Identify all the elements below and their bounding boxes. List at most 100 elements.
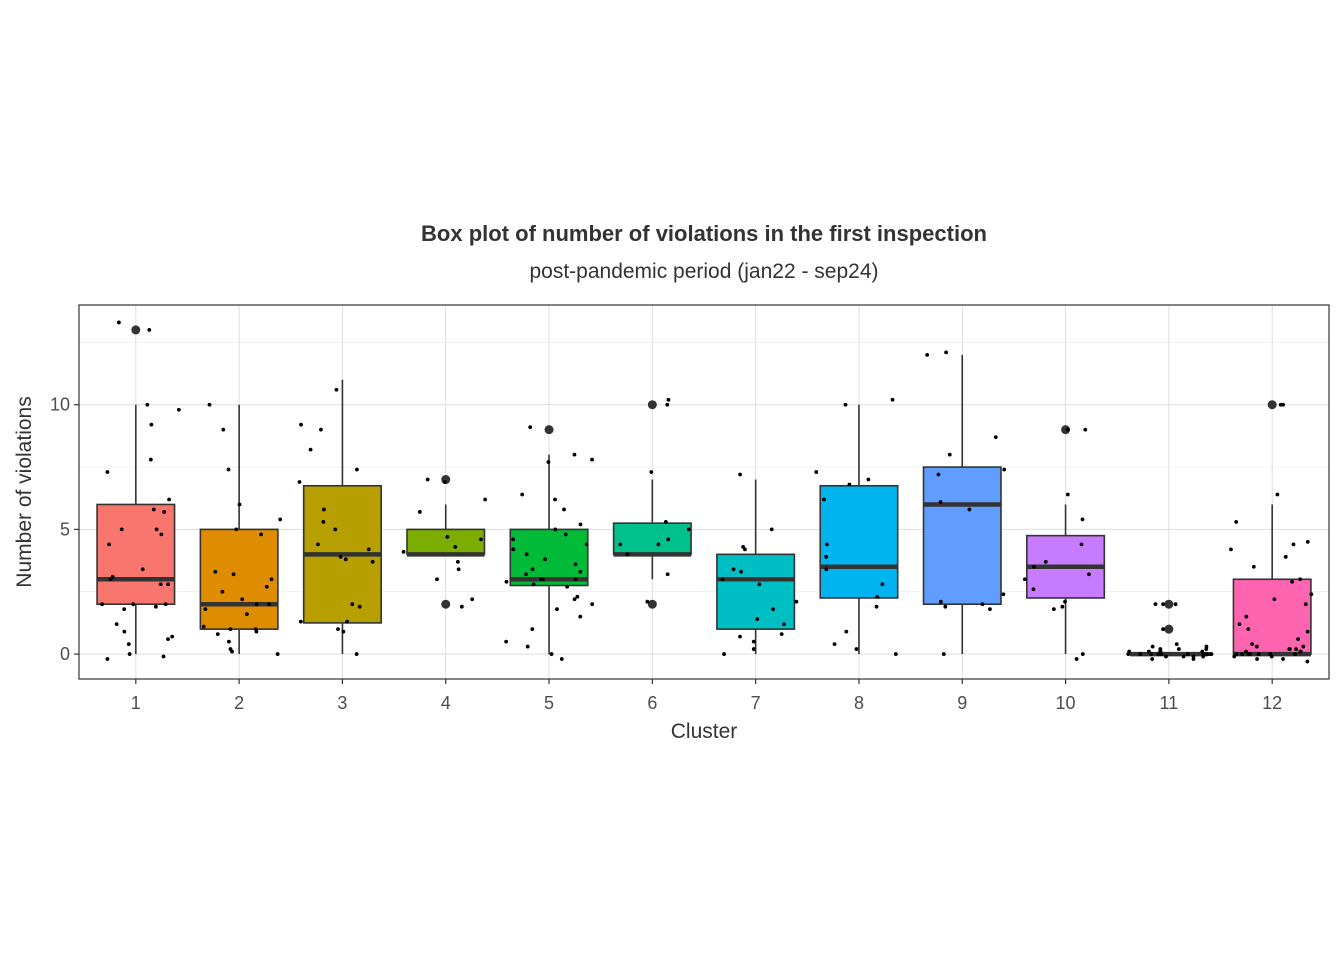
jitter-point <box>1298 649 1303 654</box>
jitter-point <box>297 480 302 484</box>
jitter-point <box>1209 652 1214 656</box>
y-tick-label: 0 <box>60 644 70 664</box>
x-tick-label: 7 <box>751 693 761 713</box>
jitter-point <box>345 619 350 624</box>
jitter-point <box>341 629 346 634</box>
jitter-point <box>738 634 742 639</box>
jitter-point <box>1080 652 1085 656</box>
jitter-point <box>1296 637 1301 642</box>
jitter-point <box>105 657 110 661</box>
jitter-point <box>1281 402 1286 407</box>
jitter-point <box>1065 492 1070 497</box>
jitter-point <box>162 510 167 514</box>
jitter-point <box>318 427 323 432</box>
jitter-point <box>893 652 898 656</box>
jitter-point <box>847 482 852 487</box>
box-cluster-11 <box>1129 599 1209 657</box>
jitter-point <box>938 500 943 504</box>
jitter-point <box>572 452 577 457</box>
box-iqr <box>199 528 279 630</box>
jitter-point <box>782 622 786 627</box>
jitter-point <box>625 552 630 557</box>
jitter-point <box>565 584 570 589</box>
jitter-point <box>944 350 948 355</box>
box-cluster-2 <box>199 404 279 655</box>
jitter-point <box>530 627 535 632</box>
box-cluster-3 <box>302 379 382 655</box>
jitter-point <box>618 542 623 547</box>
jitter-point <box>543 557 547 562</box>
jitter-point <box>1051 607 1056 612</box>
jitter-point <box>1063 599 1067 604</box>
box-iqr <box>406 528 486 556</box>
jitter-point <box>1149 652 1153 656</box>
jitter-point <box>941 652 946 656</box>
jitter-point <box>943 604 948 609</box>
jitter-point <box>167 497 171 502</box>
jitter-point <box>757 582 762 587</box>
jitter-point <box>925 352 930 357</box>
jitter-point <box>722 652 726 656</box>
jitter-point <box>254 602 259 607</box>
jitter-point <box>1269 654 1274 659</box>
jitter-point <box>298 619 303 624</box>
jitter-point <box>511 547 516 552</box>
jitter-point <box>1305 539 1310 544</box>
jitter-point <box>213 569 218 574</box>
jitter-point <box>1309 592 1314 597</box>
jitter-point <box>166 582 170 587</box>
x-tick-label: 2 <box>234 693 244 713</box>
jitter-point <box>163 602 168 607</box>
jitter-point <box>1032 564 1036 569</box>
jitter-point <box>563 532 568 537</box>
jitter-point <box>215 632 220 637</box>
jitter-point <box>170 634 175 639</box>
jitter-point <box>153 604 158 609</box>
box-cluster-7 <box>716 479 796 655</box>
jitter-point <box>938 599 943 604</box>
jitter-point <box>158 582 163 587</box>
jitter-point <box>240 597 245 602</box>
jitter-point <box>573 562 578 567</box>
jitter-point <box>147 328 152 332</box>
outlier-point <box>131 325 141 335</box>
jitter-point <box>1298 577 1303 582</box>
box-iqr <box>96 503 176 606</box>
jitter-point <box>267 602 272 607</box>
jitter-point <box>794 599 799 604</box>
jitter-point <box>1022 577 1027 582</box>
jitter-point <box>1173 602 1178 607</box>
jitter-point <box>1080 517 1085 522</box>
jitter-point <box>649 470 654 474</box>
jitter-point <box>511 537 516 542</box>
box-cluster-8 <box>819 404 899 655</box>
jitter-point <box>1232 654 1237 659</box>
jitter-point <box>333 527 338 532</box>
jitter-point <box>559 657 564 661</box>
jitter-point <box>459 604 464 609</box>
jitter-point <box>231 572 236 577</box>
jitter-point <box>520 492 525 497</box>
jitter-point <box>665 572 670 577</box>
jitter-point <box>1156 652 1161 656</box>
jitter-point <box>1244 614 1249 619</box>
jitter-point <box>553 497 557 502</box>
jitter-point <box>890 397 895 402</box>
jitter-point <box>880 582 885 587</box>
jitter-point <box>299 422 303 427</box>
x-axis-title: Cluster <box>671 720 738 743</box>
jitter-point <box>549 652 554 656</box>
jitter-point <box>666 537 671 542</box>
x-tick-label: 9 <box>957 693 967 713</box>
jitter-points <box>100 320 1314 664</box>
jitter-point <box>161 654 166 659</box>
jitter-point <box>435 577 439 582</box>
jitter-point <box>308 447 313 452</box>
jitter-point <box>1256 652 1261 656</box>
jitter-point <box>221 427 226 432</box>
jitter-point <box>1254 644 1259 649</box>
jitter-point <box>1174 642 1179 646</box>
jitter-point <box>555 607 559 612</box>
